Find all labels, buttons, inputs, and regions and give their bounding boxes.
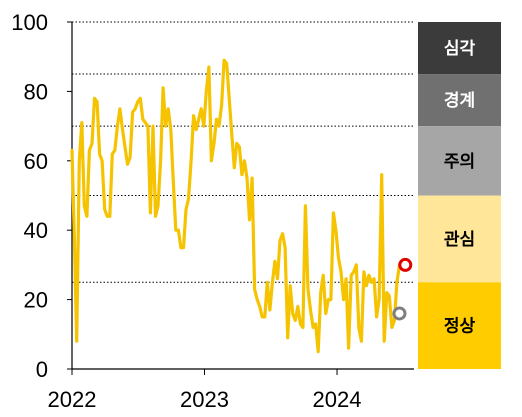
y-tick-label-5: 100 <box>11 10 48 35</box>
marker-point-0 <box>398 257 413 272</box>
band-label-3: 관심 <box>444 230 475 250</box>
x-tick-label-2: 2024 <box>313 387 362 412</box>
band-0 <box>418 22 501 75</box>
y-tick-label-3: 60 <box>24 149 48 174</box>
band-label-0: 심각 <box>444 39 476 59</box>
series-lines <box>70 58 402 354</box>
x-axis-ticks: 2022 2023 2024 <box>48 369 362 412</box>
y-axis-ticks: 0 20 40 60 80 100 <box>11 10 72 382</box>
band-label-2: 주의 <box>444 152 475 172</box>
series-line-0 <box>70 58 402 354</box>
y-tick-label-4: 80 <box>24 79 48 104</box>
band-label-4: 정상 <box>444 317 476 337</box>
band-2 <box>418 126 501 196</box>
x-tick-label-1: 2023 <box>180 387 229 412</box>
end-markers <box>392 257 413 321</box>
y-tick-label-0: 0 <box>36 357 48 382</box>
y-tick-label-1: 20 <box>24 288 48 313</box>
y-tick-label-2: 40 <box>24 218 48 243</box>
threshold-gridlines <box>72 21 414 283</box>
marker-point-1 <box>392 306 407 321</box>
band-label-1: 경계 <box>444 91 475 111</box>
band-4 <box>418 282 501 369</box>
band-1 <box>418 74 501 127</box>
band-3 <box>418 195 501 283</box>
x-tick-label-0: 2022 <box>48 387 97 412</box>
